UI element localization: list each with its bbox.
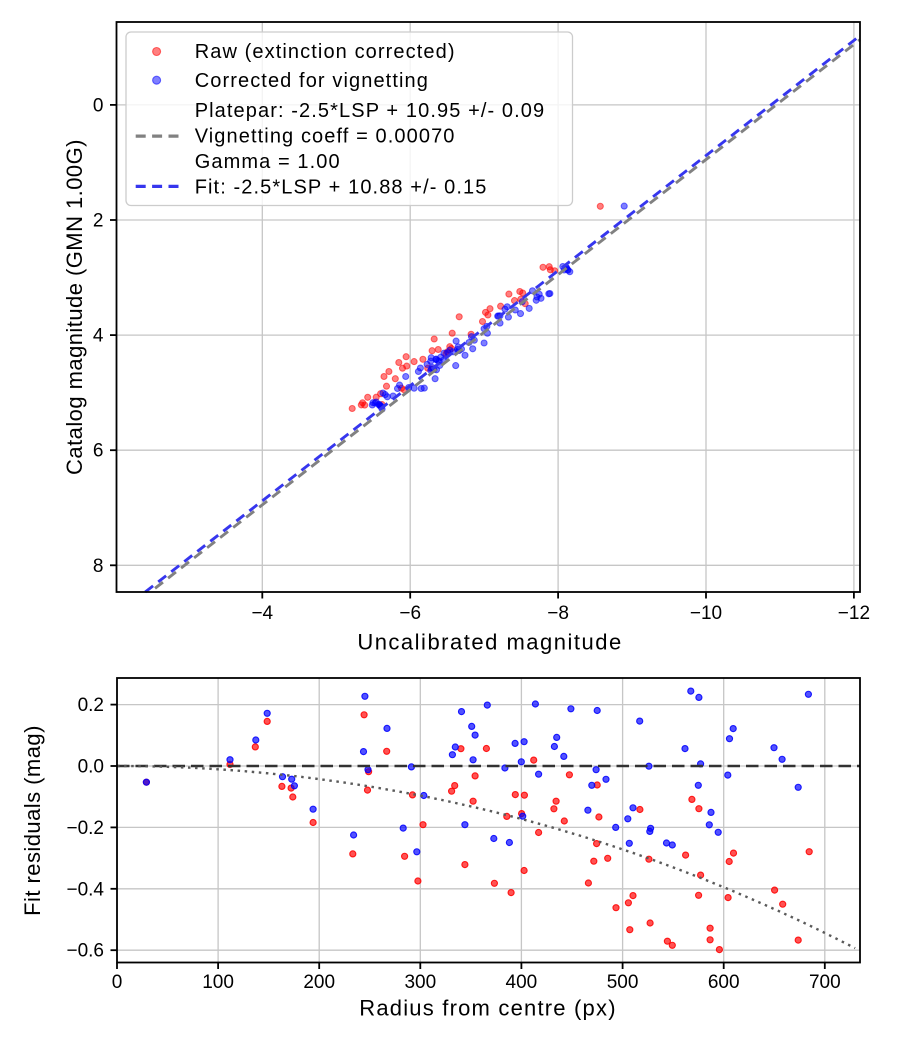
svg-text:−0.4: −0.4	[66, 879, 104, 900]
svg-text:−4: −4	[251, 603, 273, 624]
svg-text:−12: −12	[838, 603, 870, 624]
svg-text:400: 400	[506, 972, 538, 993]
svg-text:−0.2: −0.2	[66, 818, 104, 839]
svg-text:4: 4	[93, 326, 104, 347]
svg-text:2: 2	[93, 211, 104, 232]
svg-text:Uncalibrated magnitude: Uncalibrated magnitude	[357, 630, 622, 655]
svg-text:Fit: -2.5*LSP + 10.88 +/- 0.15: Fit: -2.5*LSP + 10.88 +/- 0.15	[195, 177, 488, 199]
svg-text:Radius from centre (px): Radius from centre (px)	[359, 996, 616, 1021]
svg-text:Platepar: -2.5*LSP + 10.95 +/-: Platepar: -2.5*LSP + 10.95 +/- 0.09	[195, 100, 546, 122]
svg-text:0: 0	[93, 95, 104, 116]
svg-text:Gamma = 1.00: Gamma = 1.00	[195, 151, 341, 173]
svg-text:−10: −10	[690, 603, 722, 624]
svg-text:0.0: 0.0	[78, 757, 104, 778]
svg-text:−6: −6	[399, 603, 421, 624]
svg-text:Corrected for vignetting: Corrected for vignetting	[195, 70, 429, 92]
svg-text:8: 8	[93, 556, 104, 577]
svg-text:Catalog magnitude (GMN 1.00G): Catalog magnitude (GMN 1.00G)	[62, 139, 87, 475]
svg-text:Vignetting coeff = 0.00070: Vignetting coeff = 0.00070	[195, 125, 456, 147]
svg-text:−8: −8	[547, 603, 569, 624]
svg-text:0: 0	[112, 972, 123, 993]
svg-text:100: 100	[202, 972, 234, 993]
svg-text:700: 700	[809, 972, 841, 993]
svg-text:−0.6: −0.6	[66, 941, 104, 962]
svg-text:Raw (extinction corrected): Raw (extinction corrected)	[195, 41, 456, 63]
svg-text:Fit residuals (mag): Fit residuals (mag)	[20, 725, 45, 916]
svg-text:500: 500	[607, 972, 639, 993]
svg-text:200: 200	[303, 972, 335, 993]
svg-text:0.2: 0.2	[78, 695, 104, 716]
svg-text:600: 600	[708, 972, 740, 993]
svg-text:300: 300	[404, 972, 436, 993]
svg-text:6: 6	[93, 441, 104, 462]
